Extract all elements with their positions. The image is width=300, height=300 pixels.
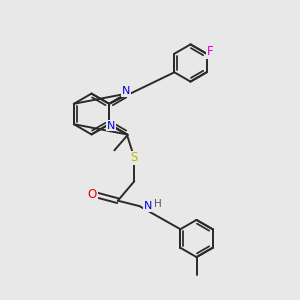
Text: N: N bbox=[122, 86, 130, 97]
Text: O: O bbox=[88, 188, 97, 201]
Text: F: F bbox=[207, 45, 214, 58]
Text: H: H bbox=[154, 199, 162, 209]
Text: N: N bbox=[144, 201, 152, 211]
Text: N: N bbox=[106, 121, 115, 131]
Text: S: S bbox=[130, 151, 138, 164]
